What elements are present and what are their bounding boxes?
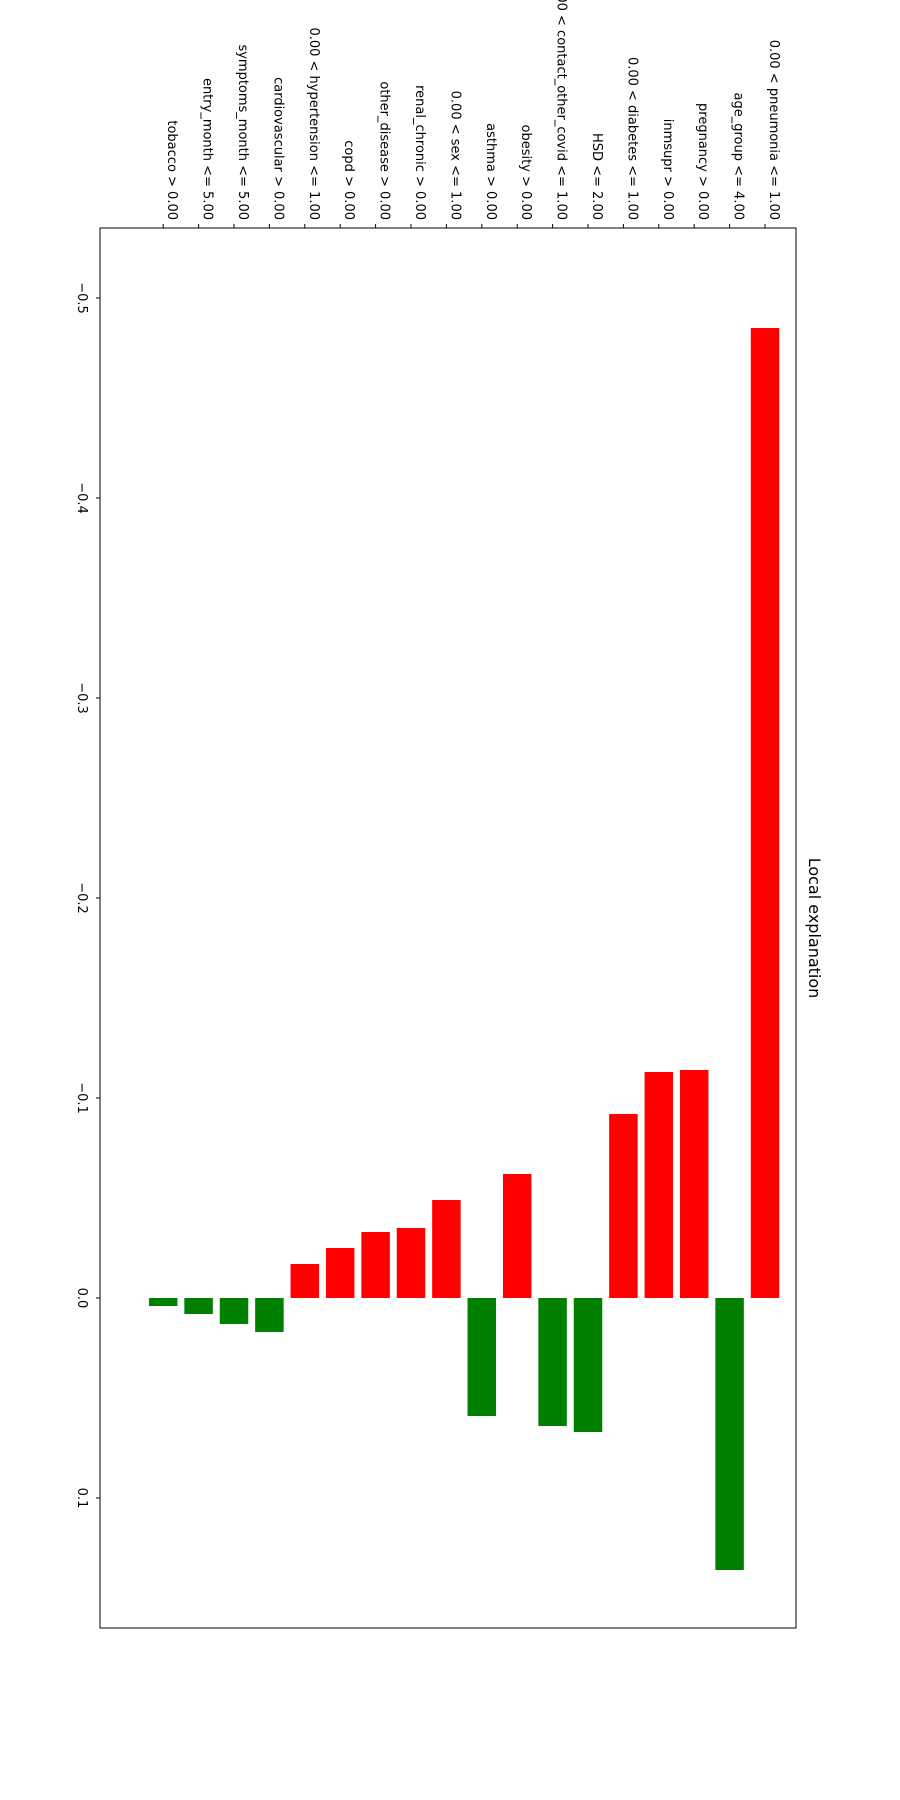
plot-frame	[99, 227, 797, 1629]
bar	[219, 1298, 249, 1324]
category-label: 0.00 < sex <= 1.00	[447, 91, 462, 220]
value-tick-label: −0.4	[74, 482, 89, 514]
value-tick-label: −0.1	[74, 1082, 89, 1114]
value-ticks-group: −0.5 −0.4 −0.3 −0.2 −0.1 0.0 0.1	[74, 282, 100, 1508]
bar	[609, 1114, 638, 1298]
bar	[502, 1174, 532, 1298]
category-label: 0.00 < diabetes <= 1.00	[624, 57, 639, 220]
category-label: symptoms_month <= 5.00	[235, 44, 250, 220]
bar	[290, 1264, 320, 1298]
value-tick-label: −0.2	[74, 882, 89, 914]
bars-group	[148, 328, 780, 1570]
bar	[148, 1298, 178, 1306]
category-label: 0.00 < contact_other_covid <= 1.00	[554, 0, 569, 220]
bar	[679, 1070, 709, 1298]
bar	[396, 1228, 426, 1298]
category-label: entry_month <= 5.00	[200, 78, 215, 220]
bar	[325, 1248, 355, 1298]
value-tick-label: −0.3	[74, 682, 89, 714]
category-label: tobacco > 0.00	[164, 120, 179, 220]
bar	[750, 328, 780, 1298]
bar	[361, 1232, 390, 1298]
category-label: 0.00 < hypertension <= 1.00	[306, 27, 321, 220]
value-tick-label: 0.0	[74, 1288, 89, 1309]
category-label: copd > 0.00	[341, 140, 356, 220]
category-label: obesity > 0.00	[518, 125, 533, 220]
bar	[184, 1298, 213, 1314]
category-label: pregnancy > 0.00	[695, 103, 710, 220]
category-label: 0.00 < pneumonia <= 1.00	[766, 40, 781, 220]
bar	[255, 1298, 284, 1332]
bar	[573, 1298, 603, 1432]
value-tick-label: −0.5	[74, 282, 89, 314]
category-label: other_disease > 0.00	[377, 81, 392, 220]
category-label: HSD <= 2.00	[589, 133, 604, 220]
bar	[538, 1298, 567, 1426]
bar	[644, 1072, 674, 1298]
category-label: age_group <= 4.00	[731, 93, 746, 220]
bar	[432, 1200, 461, 1298]
chart-title: Local explanation	[805, 858, 824, 999]
category-label: inmsupr > 0.00	[660, 119, 675, 220]
plot-area: 0.00 < pneumonia <= 1.00 age_group <= 4.0…	[74, 0, 824, 1629]
bar	[467, 1298, 497, 1416]
category-label: renal_chronic > 0.00	[412, 85, 427, 220]
value-tick-label: 0.1	[74, 1488, 89, 1509]
category-label: cardiovascular > 0.00	[270, 77, 285, 220]
category-label: asthma > 0.00	[483, 123, 498, 220]
bar	[715, 1298, 744, 1570]
category-ticks-group: 0.00 < pneumonia <= 1.00 age_group <= 4.0…	[162, 0, 781, 228]
